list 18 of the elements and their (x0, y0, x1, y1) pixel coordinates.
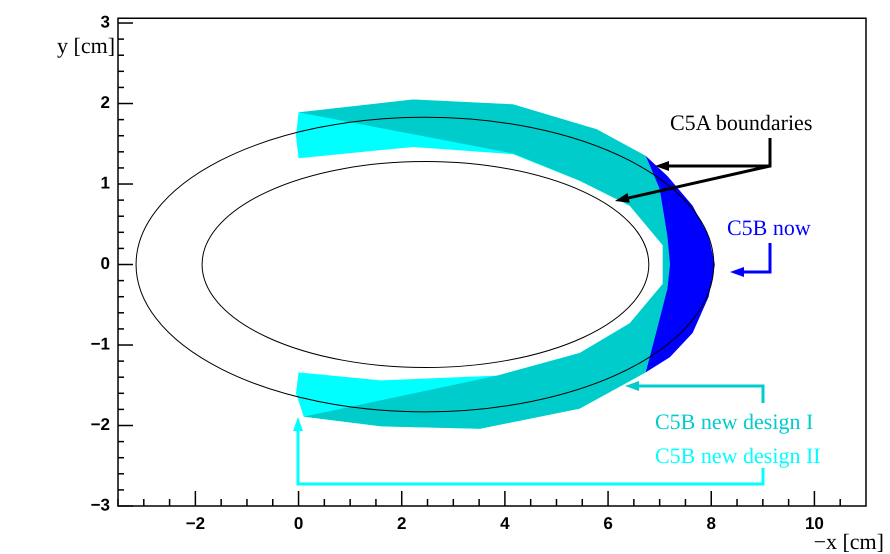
y-tick-label: −3 (90, 496, 110, 515)
x-tick-label: 8 (706, 514, 716, 533)
y-tick-label: 3 (100, 12, 110, 32)
y-tick-label: −1 (90, 334, 110, 354)
x-tick-label: 0 (294, 514, 304, 533)
y-axis-title: y [cm] (57, 33, 116, 58)
x-tick-label: 6 (603, 514, 613, 533)
series-label: C5B new design I (655, 409, 814, 434)
y-tick-label: 2 (100, 93, 110, 112)
x-tick-label: 4 (500, 514, 510, 533)
annotation: C5A boundaries (670, 110, 812, 135)
x-tick-label: 2 (396, 514, 406, 533)
y-tick-label: −2 (90, 415, 110, 434)
y-tick-label: 0 (100, 254, 110, 274)
y-tick-label: 1 (100, 174, 110, 193)
x-tick-label: −2 (186, 514, 206, 533)
series-label: C5B now (727, 215, 811, 240)
text: C5B new design II (655, 443, 821, 468)
